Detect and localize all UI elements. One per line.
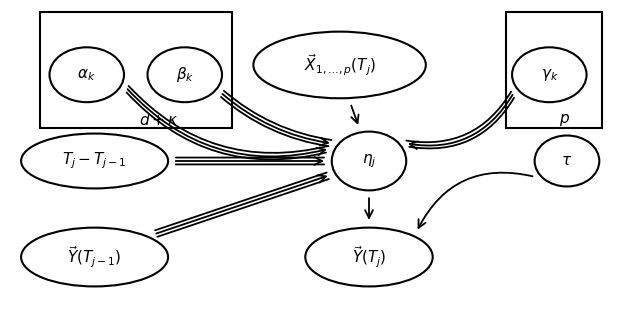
Text: $p$: $p$ — [559, 112, 570, 128]
Bar — [40, 12, 232, 128]
Ellipse shape — [253, 32, 426, 98]
Text: $\gamma_k$: $\gamma_k$ — [541, 67, 558, 83]
Text: $\tau$: $\tau$ — [561, 153, 573, 169]
Text: $T_j - T_{j-1}$: $T_j - T_{j-1}$ — [62, 151, 127, 171]
Text: $\beta_k$: $\beta_k$ — [175, 65, 194, 84]
Ellipse shape — [49, 47, 124, 102]
Text: $\vec{Y}(T_{j-1})$: $\vec{Y}(T_{j-1})$ — [67, 244, 122, 270]
Ellipse shape — [332, 132, 406, 190]
Ellipse shape — [21, 228, 168, 286]
Text: $\vec{Y}(T_j)$: $\vec{Y}(T_j)$ — [352, 244, 387, 270]
Ellipse shape — [534, 135, 599, 187]
Ellipse shape — [305, 228, 433, 286]
Text: $\eta_j$: $\eta_j$ — [362, 152, 376, 170]
Ellipse shape — [512, 47, 587, 102]
Ellipse shape — [148, 47, 222, 102]
Bar — [506, 12, 602, 128]
Ellipse shape — [21, 134, 168, 188]
Text: $\vec{X}_{1,\ldots,p}(T_j)$: $\vec{X}_{1,\ldots,p}(T_j)$ — [303, 52, 376, 78]
Text: $d + \kappa$: $d + \kappa$ — [139, 112, 178, 128]
Text: $\alpha_k$: $\alpha_k$ — [77, 67, 96, 82]
